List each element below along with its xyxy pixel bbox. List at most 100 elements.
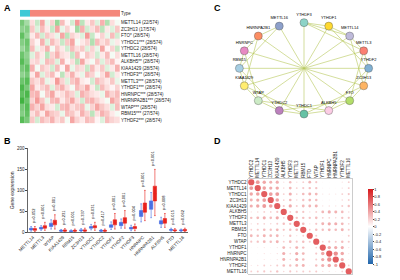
svg-text:YTHDF3: YTHDF3 [288, 160, 293, 178]
svg-text:FTO: FTO [307, 168, 312, 177]
svg-text:HNRNPA2B1*** (28/574): HNRNPA2B1*** (28/574) [121, 98, 171, 103]
svg-text:200: 200 [17, 146, 25, 151]
svg-text:METTL16: METTL16 [168, 235, 186, 253]
svg-text:YTHDC1: YTHDC1 [229, 192, 247, 197]
svg-text:METTL3*** (28/574): METTL3*** (28/574) [121, 79, 162, 84]
svg-text:HNRNPC: HNRNPC [227, 251, 247, 256]
svg-text:HNRNPC: HNRNPC [327, 158, 332, 178]
svg-text:-0.4: -0.4 [374, 239, 382, 244]
svg-text:RBM15: RBM15 [61, 235, 75, 249]
svg-text:p<0.001: p<0.001 [121, 192, 126, 207]
svg-text:YTHDC1: YTHDC1 [296, 103, 313, 108]
svg-text:p=0.008: p=0.008 [161, 195, 166, 210]
svg-text:ZC3H13: ZC3H13 [356, 75, 372, 80]
svg-text:ZC3H13: ZC3H13 [268, 161, 273, 178]
svg-text:YTHDC1*** (28/574): YTHDC1*** (28/574) [121, 40, 163, 45]
svg-text:METTL3: METTL3 [229, 221, 247, 226]
svg-text:ALKBH5: ALKBH5 [229, 209, 247, 214]
svg-text:WTAP: WTAP [253, 90, 265, 95]
svg-text:YTHDF2: YTHDF2 [361, 57, 377, 62]
svg-text:p<0.001: p<0.001 [150, 151, 155, 166]
svg-text:p=0.337: p=0.337 [80, 209, 85, 224]
svg-text:p<0.001: p<0.001 [70, 210, 75, 225]
svg-text:HNRNPA2B1: HNRNPA2B1 [133, 235, 156, 258]
svg-text:p<0.001: p<0.001 [140, 172, 145, 187]
svg-text:WTAP: WTAP [314, 165, 319, 178]
svg-text:YTHDC2: YTHDC2 [89, 235, 106, 252]
svg-text:-0.6: -0.6 [374, 247, 382, 252]
svg-text:YTHDC1: YTHDC1 [79, 235, 96, 252]
svg-text:p=0.417: p=0.417 [100, 210, 105, 225]
svg-text:FTO* (28/574): FTO* (28/574) [121, 33, 150, 38]
svg-text:p=0.231: p=0.231 [61, 210, 66, 225]
svg-text:YTHDF3: YTHDF3 [119, 235, 135, 251]
svg-text:METTL16: METTL16 [346, 158, 351, 178]
svg-text:YTHDF1*** (28/574): YTHDF1*** (28/574) [121, 85, 162, 90]
svg-text:KIAA1429: KIAA1429 [47, 235, 65, 253]
svg-text:YTHDC2: YTHDC2 [229, 180, 247, 185]
svg-text:YTHDF2: YTHDF2 [109, 235, 125, 251]
svg-text:HNRNPC: HNRNPC [236, 40, 253, 45]
svg-text:0: 0 [22, 230, 25, 235]
svg-text:YTHDC2: YTHDC2 [271, 100, 288, 105]
svg-text:YTHDF2: YTHDF2 [340, 160, 345, 178]
svg-text:YTHDC2: YTHDC2 [249, 159, 254, 177]
svg-text:KIAA1429 (28/574): KIAA1429 (28/574) [121, 66, 160, 71]
svg-text:HNRNPA2B1: HNRNPA2B1 [220, 257, 247, 262]
svg-text:WTAP: WTAP [234, 239, 247, 244]
svg-text:1: 1 [374, 187, 377, 192]
svg-text:0.8: 0.8 [374, 194, 380, 199]
svg-text:0.4: 0.4 [374, 209, 380, 214]
svg-text:100: 100 [17, 188, 25, 193]
svg-text:YTHDF3** (28/574): YTHDF3** (28/574) [121, 72, 161, 77]
svg-text:RBM15*** (27/574): RBM15*** (27/574) [121, 111, 160, 116]
svg-text:ALKBH5: ALKBH5 [150, 235, 166, 251]
svg-text:ZC3H13: ZC3H13 [70, 235, 86, 251]
svg-text:p=0.015: p=0.015 [170, 209, 175, 224]
svg-text:p=0.052: p=0.052 [31, 208, 36, 223]
svg-text:YTHDF3: YTHDF3 [296, 12, 312, 17]
svg-text:-1: -1 [374, 262, 378, 267]
svg-text:-0.8: -0.8 [374, 254, 382, 259]
svg-text:KIAA1429: KIAA1429 [226, 204, 247, 209]
svg-text:Type: Type [121, 11, 131, 16]
svg-text:YTHDF2: YTHDF2 [229, 263, 247, 268]
svg-text:HNRNPC*** (28/574): HNRNPC*** (28/574) [121, 92, 164, 97]
svg-text:YTHDF1: YTHDF1 [229, 245, 247, 250]
svg-text:ALKBH5** (28/574): ALKBH5** (28/574) [121, 59, 160, 64]
svg-text:YTHDF1: YTHDF1 [320, 160, 325, 178]
svg-text:50: 50 [19, 209, 25, 214]
svg-text:0: 0 [374, 224, 377, 229]
svg-text:B: B [4, 136, 11, 146]
svg-text:A: A [4, 3, 11, 13]
svg-text:METTL14: METTL14 [341, 25, 359, 30]
svg-text:ALKBH5: ALKBH5 [281, 160, 286, 178]
svg-text:YTHDC2 (28/574): YTHDC2 (28/574) [121, 46, 158, 51]
svg-text:METTL16: METTL16 [270, 15, 288, 20]
svg-text:RBM15: RBM15 [233, 57, 247, 62]
svg-text:p=0.001: p=0.001 [51, 196, 56, 211]
svg-text:FTO: FTO [238, 233, 247, 238]
svg-text:YTHDF1: YTHDF1 [99, 235, 115, 251]
svg-text:ZC3H13: ZC3H13 [230, 198, 247, 203]
svg-text:HNRNPA2B1: HNRNPA2B1 [333, 151, 338, 178]
svg-text:HNRNPA2B1: HNRNPA2B1 [246, 25, 270, 30]
svg-text:p=0.031: p=0.031 [90, 203, 95, 218]
svg-text:ALKBH5: ALKBH5 [321, 100, 337, 105]
svg-text:HNRNPC: HNRNPC [128, 234, 146, 252]
svg-text:D: D [214, 136, 221, 146]
svg-text:YTHDC1: YTHDC1 [262, 159, 267, 177]
svg-text:p<0.001: p<0.001 [111, 195, 116, 210]
svg-text:C: C [214, 3, 221, 13]
svg-text:0.6: 0.6 [374, 202, 380, 207]
svg-text:KIAA1429: KIAA1429 [275, 157, 280, 178]
svg-text:METTL3: METTL3 [294, 160, 299, 178]
svg-text:FTO: FTO [165, 235, 175, 245]
svg-text:p=0.004: p=0.004 [131, 205, 136, 220]
svg-text:METTL14: METTL14 [18, 235, 36, 253]
svg-text:METTL14: METTL14 [255, 158, 260, 178]
svg-text:RBM15: RBM15 [232, 227, 248, 232]
svg-text:YTHDF1: YTHDF1 [321, 15, 337, 20]
svg-text:METTL16 (28/574): METTL16 (28/574) [121, 53, 159, 58]
svg-text:METTL14: METTL14 [227, 186, 247, 191]
